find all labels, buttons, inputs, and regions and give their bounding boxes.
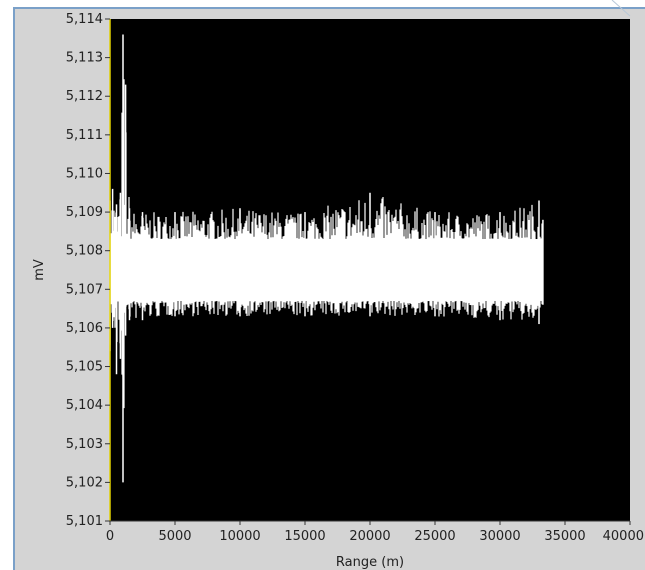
- y-tick-label: 5,111: [66, 128, 103, 143]
- y-tick-labels: 5,101 5,102 5,103 5,104 5,105 5,106 5,107 5,108…: [66, 12, 103, 529]
- x-tick-label: 25000: [414, 529, 455, 544]
- x-tick-label: 20000: [349, 529, 390, 544]
- y-tick-label: 5,108: [66, 244, 103, 259]
- x-tick-label: 35000: [544, 529, 585, 544]
- y-tick-label: 5,107: [66, 282, 103, 297]
- y-tick-label: 5,114: [66, 12, 103, 27]
- y-tick-label: 5,105: [66, 360, 103, 375]
- axis-layer: [105, 18, 631, 525]
- x-tick-labels: 0 5000 10000 15000 20000 25000 30000 35000 40000: [106, 529, 644, 544]
- x-tick-label: 5000: [158, 529, 191, 544]
- y-tick-label: 5,110: [66, 166, 103, 181]
- y-tick-label: 5,112: [66, 89, 103, 104]
- y-tick-label: 5,109: [66, 205, 103, 220]
- x-tick-label: 30000: [479, 529, 520, 544]
- x-tick-label: 15000: [284, 529, 325, 544]
- y-axis-title: mV: [32, 259, 47, 281]
- x-tick-label: 0: [106, 529, 114, 544]
- y-tick-label: 5,101: [66, 514, 103, 529]
- y-tick-label: 5,103: [66, 437, 103, 452]
- y-tick-label: 5,113: [66, 51, 103, 66]
- x-tick-label: 40000: [603, 529, 644, 544]
- y-tick-label: 5,106: [66, 321, 103, 336]
- y-tick-label: 5,104: [66, 398, 103, 413]
- y-tick-label: 5,102: [66, 475, 103, 490]
- x-tick-label: 10000: [219, 529, 260, 544]
- x-axis-title: Range (m): [336, 555, 404, 570]
- signal-core-band: [110, 239, 543, 301]
